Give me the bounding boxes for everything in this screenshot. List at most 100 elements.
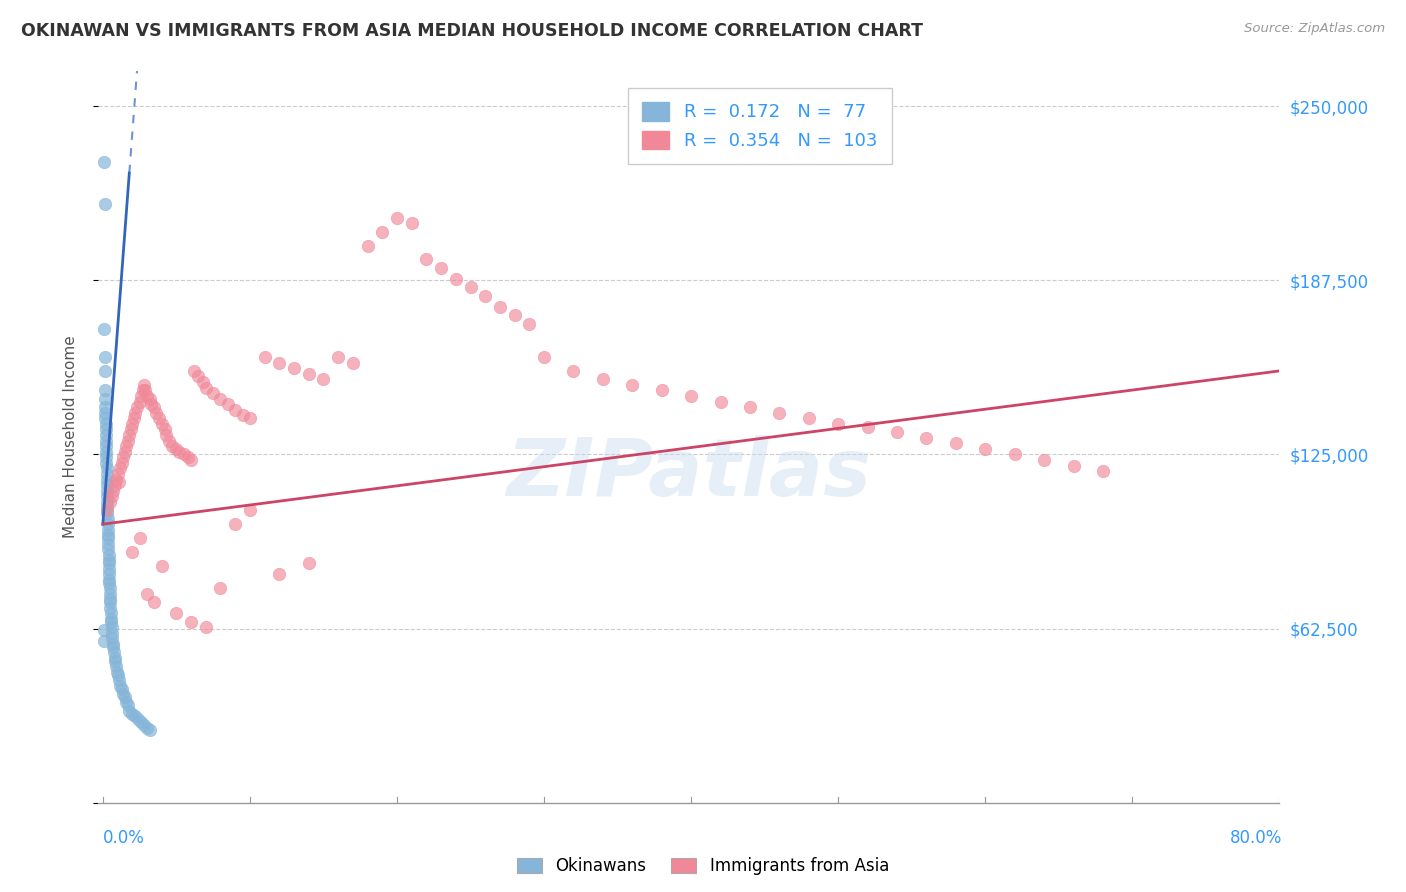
Point — [681, 389, 703, 403]
Point — [232, 409, 254, 423]
Point — [342, 355, 364, 369]
Point — [165, 607, 187, 621]
Point — [94, 434, 117, 448]
Point — [127, 712, 149, 726]
Point — [202, 386, 225, 401]
Point — [96, 478, 118, 492]
Point — [371, 225, 394, 239]
Point — [132, 377, 155, 392]
Point — [103, 645, 125, 659]
Point — [533, 350, 555, 364]
Point — [117, 698, 139, 713]
Point — [97, 517, 120, 532]
Point — [180, 615, 202, 629]
Point — [94, 428, 117, 442]
Point — [101, 637, 124, 651]
Point — [224, 403, 246, 417]
Point — [592, 372, 614, 386]
Point — [886, 425, 908, 440]
Point — [269, 355, 291, 369]
Point — [98, 495, 121, 509]
Point — [110, 679, 132, 693]
Point — [224, 517, 246, 532]
Text: OKINAWAN VS IMMIGRANTS FROM ASIA MEDIAN HOUSEHOLD INCOME CORRELATION CHART: OKINAWAN VS IMMIGRANTS FROM ASIA MEDIAN … — [21, 22, 924, 40]
Point — [125, 400, 148, 414]
Point — [96, 506, 118, 520]
Point — [157, 434, 180, 448]
Point — [148, 411, 170, 425]
Point — [98, 567, 121, 582]
Point — [298, 556, 321, 570]
Point — [96, 500, 118, 515]
Point — [93, 196, 115, 211]
Point — [128, 394, 150, 409]
Text: Source: ZipAtlas.com: Source: ZipAtlas.com — [1244, 22, 1385, 36]
Point — [94, 422, 117, 436]
Point — [401, 216, 423, 230]
Point — [100, 620, 122, 634]
Point — [98, 573, 121, 587]
Point — [100, 489, 122, 503]
Point — [856, 419, 879, 434]
Point — [111, 681, 134, 696]
Point — [141, 397, 163, 411]
Point — [100, 612, 122, 626]
Point — [709, 394, 731, 409]
Point — [131, 384, 153, 398]
Point — [96, 461, 118, 475]
Point — [915, 431, 938, 445]
Point — [1091, 464, 1114, 478]
Point — [118, 704, 141, 718]
Point — [474, 288, 496, 302]
Point — [94, 392, 117, 406]
Point — [96, 489, 118, 503]
Point — [155, 428, 177, 442]
Point — [768, 406, 790, 420]
Point — [96, 495, 118, 509]
Point — [136, 721, 159, 735]
Point — [118, 428, 141, 442]
Point — [194, 381, 217, 395]
Point — [150, 558, 173, 573]
Point — [94, 444, 117, 458]
Point — [124, 709, 146, 723]
Point — [104, 654, 127, 668]
Point — [562, 364, 585, 378]
Point — [121, 706, 143, 721]
Point — [96, 456, 118, 470]
Point — [121, 417, 143, 431]
Point — [107, 467, 129, 481]
Point — [187, 369, 209, 384]
Point — [101, 483, 124, 498]
Point — [93, 623, 115, 637]
Point — [145, 406, 167, 420]
Point — [100, 615, 122, 629]
Point — [93, 322, 115, 336]
Point — [114, 690, 136, 704]
Point — [105, 659, 128, 673]
Point — [136, 587, 159, 601]
Point — [94, 417, 117, 431]
Point — [415, 252, 437, 267]
Point — [651, 384, 673, 398]
Point — [97, 548, 120, 562]
Point — [460, 280, 482, 294]
Point — [328, 350, 350, 364]
Legend: Okinawans, Immigrants from Asia: Okinawans, Immigrants from Asia — [509, 849, 897, 884]
Text: 0.0%: 0.0% — [103, 829, 145, 847]
Point — [93, 155, 115, 169]
Point — [160, 439, 183, 453]
Point — [1004, 448, 1026, 462]
Point — [98, 581, 121, 595]
Point — [132, 718, 155, 732]
Y-axis label: Median Household Income: Median Household Income — [63, 335, 77, 539]
Point — [104, 651, 127, 665]
Point — [98, 562, 121, 576]
Point — [105, 473, 128, 487]
Point — [974, 442, 997, 456]
Point — [93, 634, 115, 648]
Point — [98, 595, 121, 609]
Point — [253, 350, 276, 364]
Point — [100, 600, 122, 615]
Point — [96, 511, 118, 525]
